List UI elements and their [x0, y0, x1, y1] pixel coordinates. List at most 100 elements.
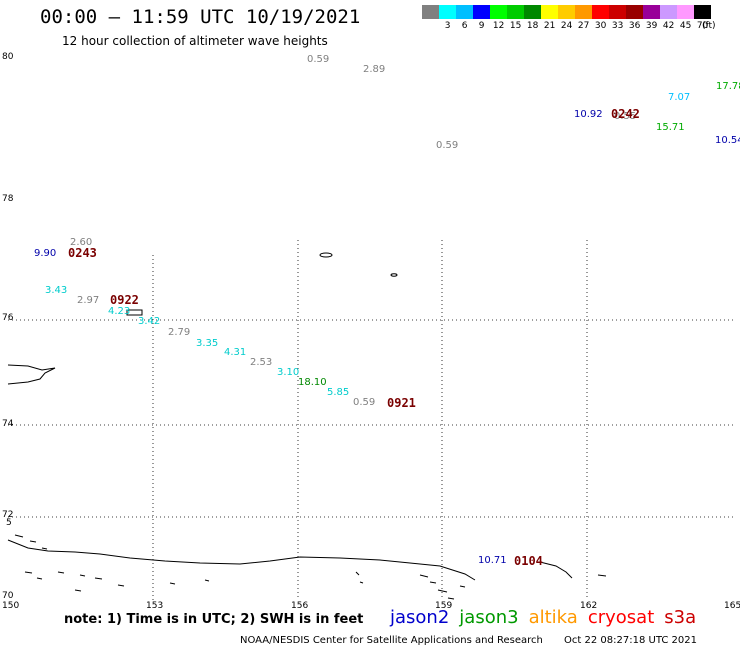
wave-height-value: 4.23: [108, 306, 131, 317]
satellite-name: s3a: [664, 607, 697, 628]
wave-height-value: 3.43: [45, 285, 68, 296]
island-1: [319, 252, 333, 258]
legend-swatch: [643, 5, 660, 19]
wave-height-value: 4.31: [224, 347, 247, 358]
legend-swatch: [575, 5, 592, 19]
wave-height-value: 3.35: [196, 338, 219, 349]
wave-height-value: 2.89: [363, 64, 386, 75]
lat-tick-label: 72: [2, 510, 14, 520]
lon-tick-label: 165: [724, 601, 740, 611]
legend-label: 36: [628, 21, 641, 31]
legend-swatch: [660, 5, 677, 19]
islands-1: [14, 534, 364, 587]
legend-label: 18: [526, 21, 539, 31]
wave-height-value: 2.79: [168, 327, 191, 338]
legend-label: 12: [492, 21, 505, 31]
lat-tick-label: 80: [2, 52, 14, 62]
pass-time-label: 0922: [110, 293, 139, 307]
satellite-key: jason2 jason3 altika cryosat s3a: [390, 607, 706, 628]
coastline-east: [539, 561, 573, 579]
legend-labels: 3 6 9 12 15 18 21 24 27 30 33 36 39 42 45 70 (ft): [422, 19, 716, 33]
lon-tick-label: 150: [2, 601, 20, 611]
wave-height-value: 2.53: [250, 357, 273, 368]
wave-height-value: 5.85: [327, 387, 350, 398]
legend-label: 15: [509, 21, 522, 31]
lon-tick-label: 162: [580, 601, 598, 611]
legend-swatch: [439, 5, 456, 19]
lat-tick-label: 70: [2, 591, 14, 601]
lat-tick-label: 74: [2, 419, 14, 429]
wave-height-value: 10.92: [574, 109, 603, 120]
legend-swatch: [694, 5, 711, 19]
legend-label: 39: [645, 21, 658, 31]
satellite-name: jason3: [459, 607, 519, 628]
wave-height-value: 10.54: [715, 135, 740, 146]
legend-label: 3: [444, 21, 451, 31]
wave-height-value: 2.60: [70, 237, 93, 248]
wave-height-value: 18.10: [298, 377, 327, 388]
footer-note: note: 1) Time is in UTC; 2) SWH is in fe…: [64, 612, 364, 627]
legend-swatch: [609, 5, 626, 19]
pass-time-label: 0243: [68, 246, 97, 260]
legend-swatch: [490, 5, 507, 19]
wave-height-value: 2.97: [77, 295, 100, 306]
page-subtitle: 12 hour collection of altimeter wave hei…: [62, 34, 328, 48]
legend-swatch: [541, 5, 558, 19]
page-title: 00:00 – 11:59 UTC 10/19/2021: [40, 6, 361, 28]
legend-unit: (ft): [702, 21, 716, 31]
pass-time-label: 0921: [387, 396, 416, 410]
legend-swatch: [677, 5, 694, 19]
satellite-name: cryosat: [587, 607, 655, 628]
legend-swatch: [456, 5, 473, 19]
lon-tick-label: 159: [435, 601, 453, 611]
legend-label: 24: [560, 21, 573, 31]
lat-tick-label: 76: [2, 313, 14, 323]
legend-label: 42: [662, 21, 675, 31]
wave-height-value: 9.90: [34, 248, 57, 259]
wave-height-value: 15.71: [656, 122, 685, 133]
graticule: [8, 240, 735, 600]
wave-height-value: 0.55: [614, 111, 637, 122]
wave-height-value: 3.10: [277, 367, 300, 378]
color-scale-legend: 3 6 9 12 15 18 21 24 27 30 33 36 39 42 45 70 (ft): [422, 5, 716, 33]
legend-swatch: [558, 5, 575, 19]
lon-tick-label: 153: [146, 601, 164, 611]
satellite-name: jason2: [390, 607, 450, 628]
legend-label: 30: [594, 21, 607, 31]
legend-swatch: [507, 5, 524, 19]
island-2: [390, 273, 398, 277]
islands-2: [74, 574, 607, 600]
pass-time-label: 0104: [514, 554, 543, 568]
timestamp: Oct 22 08:27:18 UTC 2021: [564, 635, 697, 646]
legend-color-bar: [422, 5, 711, 19]
lat-tick-label-extra: 5: [6, 518, 12, 528]
legend-swatch: [592, 5, 609, 19]
pass-time-label: 0242: [611, 107, 640, 121]
wave-height-value: 7.07: [668, 92, 691, 103]
lat-tick-label: 78: [2, 194, 14, 204]
legend-swatch: [422, 5, 439, 19]
legend-label: 45: [679, 21, 692, 31]
credit-text: NOAA/NESDIS Center for Satellite Applica…: [240, 635, 543, 646]
coastline-south: [7, 539, 476, 581]
wave-height-value: 0.59: [307, 54, 330, 65]
coastline-west: [7, 364, 56, 385]
wave-height-value: 3.42: [138, 316, 161, 327]
legend-swatch: [626, 5, 643, 19]
legend-swatch: [524, 5, 541, 19]
coastlines: [7, 252, 607, 600]
satellite-name: altika: [528, 607, 578, 628]
wave-height-value: 0.59: [353, 397, 376, 408]
satellite-marker: [126, 309, 143, 316]
legend-swatch: [473, 5, 490, 19]
wave-height-value: 0.59: [436, 140, 459, 151]
legend-label: 27: [577, 21, 590, 31]
footer-credit: NOAA/NESDIS Center for Satellite Applica…: [240, 635, 715, 646]
legend-label: 6: [461, 21, 468, 31]
legend-label: 33: [611, 21, 624, 31]
legend-label: 21: [543, 21, 556, 31]
legend-label: 70: [696, 21, 709, 31]
wave-height-value: 17.78: [716, 81, 740, 92]
legend-label: 9: [478, 21, 485, 31]
